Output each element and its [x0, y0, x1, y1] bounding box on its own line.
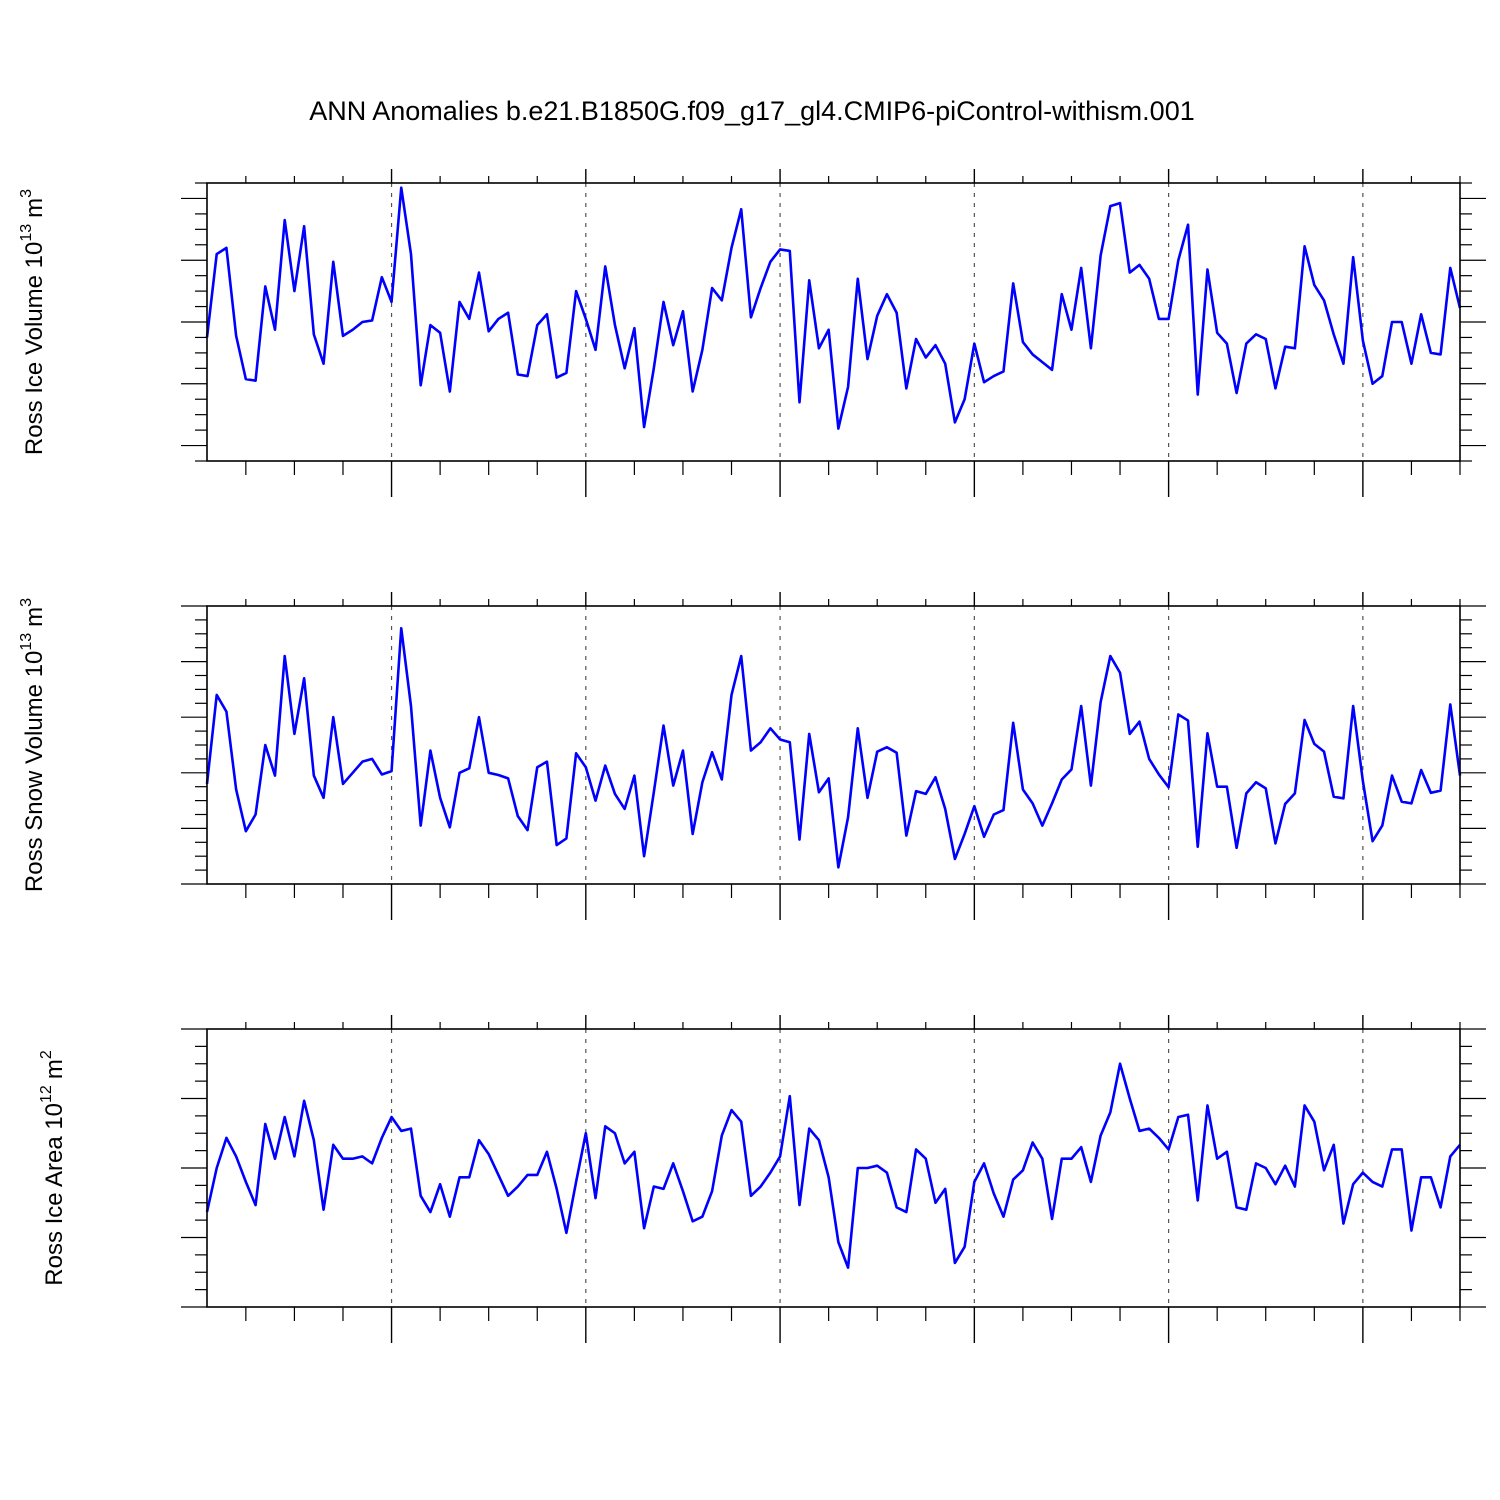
figure-title: ANN Anomalies b.e21.B1850G.f09_g17_gl4.C…: [309, 96, 1194, 126]
y-axis-label-text: Ross Snow Volume 10: [21, 651, 48, 892]
series-line: [205, 626, 1462, 869]
y-axis-label-exponent: 13: [18, 633, 35, 651]
y-axis-label: Ross Ice Volume 1013 m3: [18, 189, 48, 455]
y-axis-label-unit: m: [41, 1059, 68, 1079]
series-line: [205, 1062, 1461, 1269]
y-axis-label-unit-exponent: 2: [38, 1050, 55, 1059]
y-axis-label-unit-exponent: 3: [18, 598, 35, 607]
y-axis-label-exponent: 13: [18, 224, 35, 242]
y-axis-label-unit: m: [21, 198, 48, 218]
y-axis-label-unit-exponent: 3: [18, 189, 35, 198]
y-axis-label-unit: m: [21, 607, 48, 627]
y-axis-label: Ross Snow Volume 1013 m3: [18, 598, 48, 892]
y-axis-label-exponent: 12: [38, 1085, 55, 1103]
series-line: [205, 186, 1462, 430]
y-axis-label: Ross Ice Area 1012 m2: [38, 1050, 68, 1286]
y-axis-label-text: Ross Ice Area 10: [41, 1103, 68, 1286]
y-axis-label-text: Ross Ice Volume 10: [21, 242, 48, 455]
ice-volume-panel: Ross Ice Volume 1013 m3: [18, 169, 1486, 497]
ice-area-panel: Ross Ice Area 1012 m2: [38, 1015, 1486, 1343]
snow-volume-panel: Ross Snow Volume 1013 m3: [18, 592, 1486, 920]
